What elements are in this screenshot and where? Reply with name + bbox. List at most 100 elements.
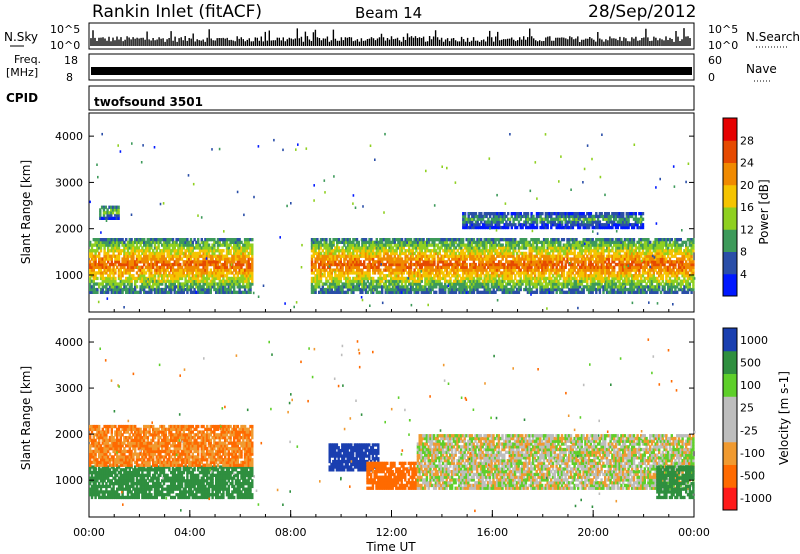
scatter-region bbox=[89, 238, 254, 294]
data-cell bbox=[141, 240, 144, 244]
data-cell bbox=[336, 243, 339, 247]
data-cell bbox=[452, 290, 456, 294]
data-cell bbox=[130, 276, 133, 281]
data-cell bbox=[249, 246, 252, 250]
data-cell bbox=[314, 285, 317, 289]
data-cell bbox=[206, 260, 209, 264]
data-cell bbox=[116, 285, 119, 289]
data-cell bbox=[445, 243, 449, 247]
data-cell bbox=[146, 249, 149, 253]
data-cell bbox=[391, 276, 395, 281]
data-cell bbox=[442, 274, 445, 278]
data-cell bbox=[470, 240, 474, 244]
data-cell bbox=[143, 290, 146, 294]
data-cell bbox=[368, 276, 371, 281]
data-cell bbox=[224, 287, 227, 292]
data-cell bbox=[90, 279, 94, 283]
data-cell bbox=[100, 216, 104, 220]
data-cell bbox=[463, 251, 467, 256]
data-cell bbox=[134, 251, 137, 256]
data-cell bbox=[224, 240, 227, 244]
data-cell bbox=[352, 238, 355, 242]
data-cell bbox=[391, 285, 395, 289]
data-cell bbox=[429, 287, 432, 292]
data-cell bbox=[99, 216, 102, 220]
data-cell bbox=[355, 282, 359, 286]
data-cell bbox=[463, 265, 467, 269]
data-cell bbox=[433, 274, 436, 278]
data-cell bbox=[220, 279, 223, 283]
data-cell bbox=[123, 243, 126, 247]
data-cell bbox=[427, 268, 431, 272]
data-cell bbox=[452, 282, 456, 286]
data-cell bbox=[90, 246, 94, 250]
data-cell bbox=[445, 268, 449, 272]
data-cell bbox=[454, 262, 458, 267]
data-cell bbox=[141, 265, 144, 269]
data-cell bbox=[141, 282, 144, 286]
data-cell bbox=[390, 290, 393, 294]
data-cell bbox=[233, 282, 236, 286]
data-cell bbox=[478, 268, 481, 272]
data-cell bbox=[461, 285, 465, 289]
data-cell bbox=[134, 249, 137, 253]
data-cell bbox=[485, 249, 488, 253]
data-cell bbox=[137, 268, 140, 272]
data-cell bbox=[191, 254, 194, 258]
data-cell bbox=[400, 246, 404, 250]
data-cell bbox=[381, 260, 384, 264]
data-cell bbox=[202, 290, 205, 294]
data-cell bbox=[373, 260, 377, 264]
data-cell bbox=[310, 260, 314, 264]
data-cell bbox=[180, 287, 184, 292]
data-cell bbox=[251, 249, 254, 253]
data-cell bbox=[314, 260, 317, 264]
data-cell bbox=[175, 274, 178, 278]
data-cell bbox=[123, 268, 126, 272]
data-cell bbox=[164, 282, 167, 286]
data-cell bbox=[220, 290, 223, 294]
data-cell bbox=[332, 268, 335, 272]
data-cell bbox=[166, 246, 169, 250]
data-cell bbox=[99, 282, 103, 286]
data-cell bbox=[137, 249, 140, 253]
data-cell bbox=[164, 274, 167, 278]
nave-tick-high: 60 bbox=[708, 54, 722, 67]
data-cell bbox=[211, 274, 214, 278]
data-cell bbox=[346, 274, 350, 278]
data-cell bbox=[451, 257, 454, 261]
data-cell bbox=[458, 246, 461, 250]
data-cell bbox=[164, 279, 167, 283]
data-cell bbox=[391, 282, 395, 286]
data-cell bbox=[152, 254, 155, 258]
data-cell bbox=[452, 240, 456, 244]
data-cell bbox=[438, 274, 441, 278]
data-cell bbox=[101, 290, 104, 294]
data-cell bbox=[191, 285, 194, 289]
data-cell bbox=[422, 254, 425, 258]
data-cell bbox=[173, 268, 176, 272]
data-cell bbox=[155, 287, 158, 292]
data-cell bbox=[146, 282, 149, 286]
data-cell bbox=[99, 260, 103, 264]
data-cell bbox=[319, 254, 323, 258]
data-cell bbox=[364, 257, 368, 261]
data-cell bbox=[204, 240, 207, 244]
data-cell bbox=[474, 249, 477, 253]
data-cell bbox=[207, 285, 211, 289]
data-cell bbox=[355, 276, 359, 281]
data-cell bbox=[436, 265, 440, 269]
data-cell bbox=[388, 282, 391, 286]
data-cell bbox=[164, 268, 167, 272]
data-cell bbox=[451, 262, 454, 267]
data-cell bbox=[476, 279, 479, 283]
data-cell bbox=[310, 285, 314, 289]
data-cell bbox=[350, 254, 353, 258]
data-cell bbox=[445, 251, 449, 256]
data-cell bbox=[366, 271, 369, 275]
data-cell bbox=[134, 290, 137, 294]
data-cell bbox=[310, 257, 314, 261]
data-cell bbox=[215, 249, 218, 253]
data-cell bbox=[173, 262, 176, 267]
data-cell bbox=[363, 287, 366, 292]
